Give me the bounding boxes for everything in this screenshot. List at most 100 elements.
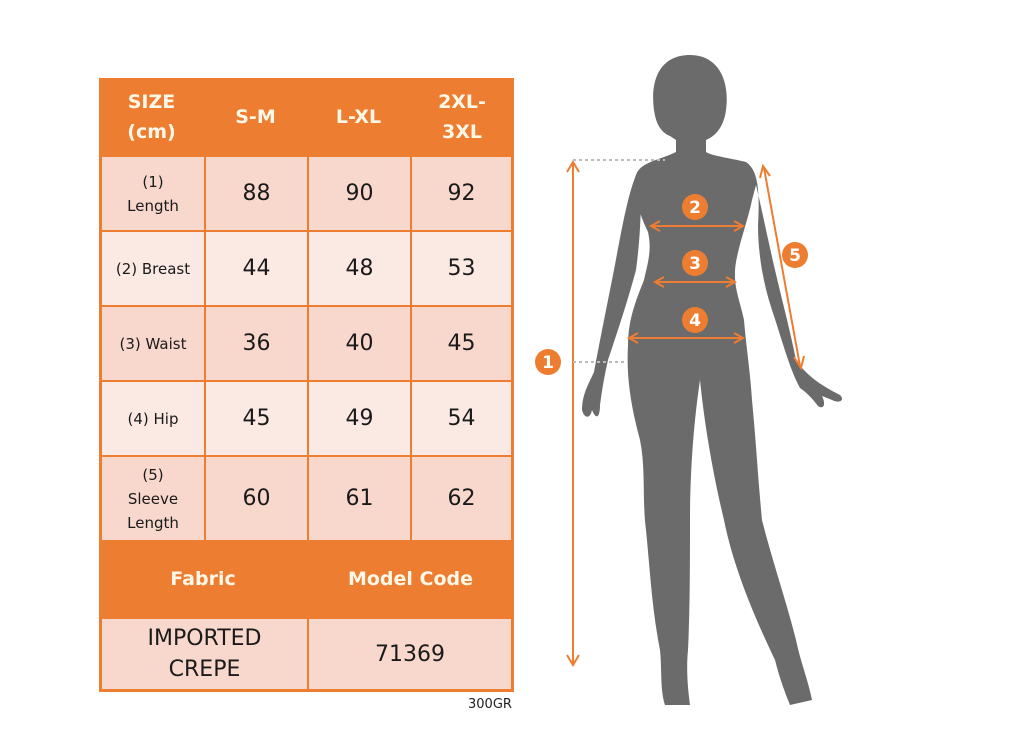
header-text: S-M: [235, 105, 276, 128]
cell-content: 62: [448, 486, 476, 511]
cell-text: 45: [447, 331, 476, 356]
size-value: 44: [206, 232, 307, 305]
cell-text: Length: [127, 196, 179, 215]
cell-text: 54: [447, 406, 476, 431]
size-value: 90: [309, 157, 410, 230]
cell-text: Length: [127, 513, 179, 532]
cell-text: 60: [242, 486, 271, 511]
cell-text: 90: [345, 181, 374, 206]
cell-text: IMPORTED: [147, 626, 262, 651]
size-chart-table: SIZE (cm) S-M L-XL 2XL- 3XL (1) Length 88 90 92 (2)…: [99, 78, 514, 692]
row-label: (3) Waist: [102, 307, 204, 380]
cell-content: 60: [243, 486, 271, 511]
header-text: L-XL: [335, 105, 382, 128]
cell-text: 71369: [375, 641, 445, 667]
size-value: 45: [412, 307, 511, 380]
row-label: (5) Sleeve Length: [102, 457, 204, 540]
marker-circle: [782, 242, 808, 268]
cell-content: 71369: [375, 639, 445, 670]
cell-text: 62: [447, 486, 476, 511]
cell-content: 45: [243, 406, 271, 431]
cell-content: 36: [243, 331, 271, 356]
header-text: SIZE: [127, 90, 176, 113]
header-content: SIZE (cm): [127, 87, 175, 147]
cell-content: 48: [346, 256, 374, 281]
header-content: 2XL- 3XL: [438, 87, 486, 147]
cell-content: (5) Sleeve Length: [127, 463, 179, 535]
size-value: 53: [412, 232, 511, 305]
marker-label: 2: [689, 198, 701, 218]
cell-content: 54: [448, 406, 476, 431]
column-header: 2XL- 3XL: [410, 78, 514, 155]
cell-text: 44: [242, 256, 271, 281]
weight-note: 300GR: [468, 697, 512, 712]
header-content: L-XL: [336, 102, 381, 132]
column-header: SIZE (cm): [99, 78, 204, 155]
size-value: 54: [412, 382, 511, 455]
column-header: L-XL: [307, 78, 410, 155]
marker-circle: [682, 194, 708, 220]
cell-text: CREPE: [168, 657, 241, 682]
cell-content: 45: [448, 331, 476, 356]
cell-text: 88: [242, 181, 271, 206]
cell-content: (4) Hip: [128, 407, 179, 431]
size-value: 40: [309, 307, 410, 380]
cell-text: 61: [345, 486, 374, 511]
marker-label: 5: [789, 246, 801, 266]
size-value: 49: [309, 382, 410, 455]
header-content: S-M: [235, 102, 275, 132]
marker-label: 3: [689, 254, 701, 274]
woman-silhouette: [582, 55, 843, 705]
measurement-arrows: [566, 159, 805, 667]
cell-text: 48: [345, 256, 374, 281]
cell-text: Sleeve: [127, 489, 179, 508]
cell-text: 92: [447, 181, 476, 206]
fabric-value: IMPORTED CREPE: [102, 619, 307, 689]
size-value: 60: [206, 457, 307, 540]
cell-text: (3) Waist: [119, 334, 187, 353]
header-text: 3XL: [442, 120, 482, 143]
cell-content: 88: [243, 181, 271, 206]
cell-content: 61: [346, 486, 374, 511]
row-label: (2) Breast: [102, 232, 204, 305]
marker-circle: [682, 250, 708, 276]
size-value: 61: [309, 457, 410, 540]
cell-text: 45: [242, 406, 271, 431]
cell-text: 40: [345, 331, 374, 356]
size-value: 45: [206, 382, 307, 455]
cell-content: 40: [346, 331, 374, 356]
marker-label: 4: [689, 311, 701, 331]
cell-text: 49: [345, 406, 374, 431]
cell-text: (5): [142, 465, 164, 484]
cell-content: (3) Waist: [120, 332, 187, 356]
cell-content: 92: [448, 181, 476, 206]
cell-content: 53: [448, 256, 476, 281]
cell-content: (1) Length: [127, 170, 179, 218]
header-text: Model Code: [347, 567, 474, 590]
cell-text: (1): [142, 172, 164, 191]
size-value: 92: [412, 157, 511, 230]
size-value: 62: [412, 457, 511, 540]
row-label: (4) Hip: [102, 382, 204, 455]
row-label: (1) Length: [102, 157, 204, 230]
marker-circle: [682, 307, 708, 333]
size-value: 48: [309, 232, 410, 305]
size-value: 36: [206, 307, 307, 380]
cell-text: (4) Hip: [127, 409, 179, 428]
model-code-value: 71369: [309, 619, 511, 689]
marker-circle: [535, 349, 561, 375]
header-text: 2XL-: [438, 90, 486, 113]
cell-content: 90: [346, 181, 374, 206]
cell-text: 36: [242, 331, 271, 356]
header-text: Fabric: [170, 567, 236, 590]
size-value: 88: [206, 157, 307, 230]
cell-text: (2) Breast: [115, 259, 191, 278]
cell-content: IMPORTED CREPE: [147, 623, 261, 685]
model-code-header: Model Code: [307, 540, 514, 617]
column-header: S-M: [204, 78, 307, 155]
cell-text: 53: [447, 256, 476, 281]
fabric-header: Fabric: [99, 540, 307, 617]
cell-content: 44: [243, 256, 271, 281]
header-text: (cm): [127, 120, 176, 143]
